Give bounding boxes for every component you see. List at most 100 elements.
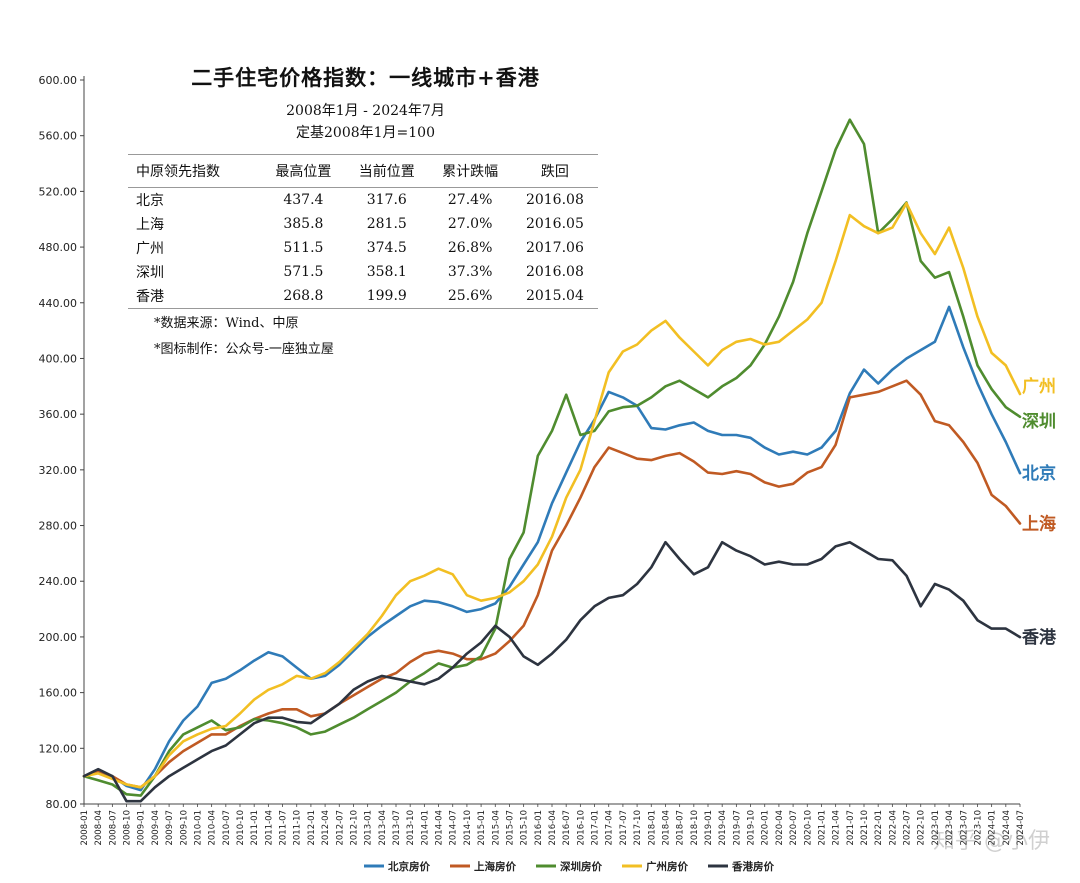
- x-tick-label: 2015-07: [505, 810, 515, 846]
- chart-title: 二手住宅价格指数：一线城市+香港: [191, 65, 540, 90]
- y-tick-label: 240.00: [39, 575, 78, 588]
- legend-label: 深圳房价: [560, 860, 602, 873]
- x-tick-label: 2023-10: [973, 810, 983, 846]
- x-tick-label: 2009-10: [179, 810, 189, 846]
- axes: 80.00 120.00 160.00 200.00 240.00 280.00 320.0…: [39, 74, 1027, 846]
- credit-note: *图标制作：公众号-一座独立屋: [154, 342, 334, 357]
- x-tick-label: 2021-01: [817, 810, 827, 846]
- x-tick-label: 2022-07: [903, 810, 913, 846]
- table-cell: 437.4: [283, 192, 324, 208]
- table-row: 上海 385.8 281.5 27.0% 2016.05: [128, 212, 598, 236]
- y-tick-label: 320.00: [39, 464, 78, 477]
- info-panel: 二手住宅价格指数：一线城市+香港 2008年1月 - 2024年7月 定基200…: [128, 62, 603, 361]
- x-tick-label: 2010-07: [222, 810, 232, 846]
- x-tick-label: 2018-10: [690, 810, 700, 846]
- x-tick-label: 2024-01: [988, 810, 998, 846]
- y-tick-label: 400.00: [39, 352, 78, 365]
- x-tick-label: 2020-04: [775, 810, 785, 846]
- table-cell: 27.4%: [447, 192, 493, 208]
- series-end-label: 北京: [1022, 463, 1056, 484]
- y-tick-label: 280.00: [39, 520, 78, 533]
- series-end-label: 广州: [1022, 376, 1056, 397]
- y-tick-label: 600.00: [39, 74, 78, 87]
- x-tick-label: 2009-07: [165, 810, 175, 846]
- y-tick-label: 360.00: [39, 408, 78, 421]
- series-line-深圳: [82, 118, 1022, 797]
- x-tick-label: 2021-10: [860, 810, 870, 846]
- x-tick-label: 2013-04: [378, 810, 388, 846]
- table-cell: 2017.06: [525, 240, 584, 256]
- table-cell: 2016.08: [525, 264, 584, 280]
- x-tick-label: 2008-01: [80, 810, 90, 846]
- y-tick-label: 160.00: [39, 687, 78, 700]
- x-tick-label: 2016-07: [562, 810, 572, 846]
- x-tick-label: 2017-01: [591, 810, 601, 846]
- table-header: 跌回: [511, 154, 598, 188]
- y-tick-label: 200.00: [39, 631, 78, 644]
- x-tick-label: 2010-01: [193, 810, 203, 846]
- table-cell: 香港: [128, 284, 262, 309]
- x-tick-label: 2010-04: [208, 810, 218, 846]
- x-tick-label: 2016-04: [548, 810, 558, 846]
- table-cell: 385.8: [283, 216, 324, 232]
- x-tick-label: 2023-07: [959, 810, 969, 846]
- x-tick-label: 2024-04: [1002, 810, 1012, 846]
- table-cell: 281.5: [366, 216, 407, 232]
- x-tick-label: 2009-01: [137, 810, 147, 846]
- x-tick-label: 2015-01: [477, 810, 487, 846]
- x-tick-label: 2022-10: [917, 810, 927, 846]
- table-cell: 511.5: [283, 240, 324, 256]
- x-tick-label: 2020-10: [803, 810, 813, 846]
- legend-label: 上海房价: [474, 860, 516, 873]
- table-cell: 广州: [136, 241, 164, 257]
- table-cell: 2016.08: [525, 192, 584, 208]
- x-tick-label: 2014-07: [449, 810, 459, 846]
- chart-subtitle-base: 定基2008年1月=100: [296, 125, 435, 141]
- y-tick-label: 80.00: [46, 798, 78, 811]
- x-tick-label: 2012-10: [349, 810, 359, 846]
- table-cell: 26.8%: [447, 240, 493, 256]
- y-tick-label: 520.00: [39, 185, 78, 198]
- x-tick-label: 2012-07: [335, 810, 345, 846]
- table-header: 累计跌幅: [428, 154, 512, 188]
- series-line-广州: [82, 201, 1022, 789]
- x-tick-label: 2022-04: [888, 810, 898, 846]
- table-cell: 268.8: [261, 284, 346, 309]
- x-tick-label: 2019-07: [732, 810, 742, 846]
- x-tick-label: 2014-01: [420, 810, 430, 846]
- table-cell: 358.1: [366, 264, 407, 280]
- x-tick-label: 2008-07: [108, 810, 118, 846]
- x-tick-label: 2021-04: [832, 810, 842, 846]
- table-cell: 深圳: [136, 265, 164, 281]
- table-header: 中原领先指数: [128, 154, 262, 188]
- x-tick-label: 2013-01: [364, 810, 374, 846]
- table-cell: 199.9: [345, 284, 429, 309]
- source-note: *数据来源：Wind、中原: [154, 316, 299, 331]
- x-tick-label: 2011-07: [279, 810, 289, 846]
- table-cell: 25.6%: [428, 284, 512, 309]
- table-cell: 37.3%: [447, 264, 493, 280]
- x-tick-label: 2018-01: [647, 810, 657, 846]
- x-tick-label: 2008-04: [94, 810, 104, 846]
- x-tick-label: 2018-07: [676, 810, 686, 846]
- table-cell: 317.6: [366, 192, 407, 208]
- x-tick-label: 2011-10: [293, 810, 303, 846]
- x-tick-label: 2017-07: [619, 810, 629, 846]
- table-row: 深圳 571.5 358.1 37.3% 2016.08: [128, 260, 598, 284]
- table-cell: 374.5: [366, 240, 407, 256]
- x-tick-label: 2023-01: [931, 810, 941, 846]
- watermark-text: 知乎 @小伊: [933, 829, 1050, 854]
- x-tick-label: 2019-10: [747, 810, 757, 846]
- x-tick-label: 2016-01: [534, 810, 544, 846]
- table-header: 当前位置: [345, 154, 429, 188]
- x-tick-label: 2011-01: [250, 810, 260, 846]
- series-lines: [82, 118, 1022, 803]
- x-tick-label: 2009-04: [151, 810, 161, 846]
- x-tick-label: 2021-07: [846, 810, 856, 846]
- table-row: 北京 437.4 317.6 27.4% 2016.08: [128, 188, 598, 213]
- table-cell: 27.0%: [447, 216, 493, 232]
- legend: 北京房价 上海房价 深圳房价 广州房价 香港房价: [364, 860, 774, 873]
- y-tick-label: 440.00: [39, 297, 78, 310]
